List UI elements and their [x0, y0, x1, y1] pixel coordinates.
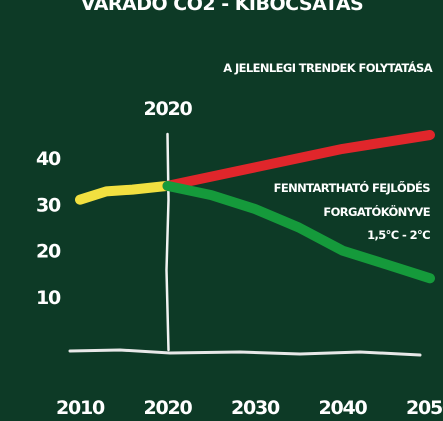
- x-tick-label: 2030: [231, 397, 280, 419]
- historical-emissions-line: [75, 180, 173, 205]
- marker-label-2020: 2020: [143, 98, 192, 120]
- trend-annotation: A JELENLEGI TRENDEK FOLYTATÁSA: [223, 60, 432, 75]
- x-tick-label: 2020: [143, 397, 192, 419]
- sustainable-annotation-line: 1,5°C - 2°C: [367, 228, 430, 242]
- x-tick-label: 2050: [406, 397, 443, 419]
- y-tick-label: 10: [36, 287, 61, 309]
- y-tick-label: 40: [36, 148, 61, 170]
- sustainable-annotation-line: FENNTARTHATÓ FEJLŐDÉS: [274, 180, 431, 195]
- y-tick-label: 30: [36, 194, 61, 216]
- series-layer: [75, 130, 435, 284]
- current-trend-line: [162, 130, 435, 191]
- axes-layer: 20204030201020102020203020402050: [36, 98, 443, 419]
- labels-layer: A JELENLEGI TRENDEK FOLYTATÁSA FENNTARTHA…: [223, 60, 433, 242]
- marker-line-2020: [165, 132, 170, 352]
- x-tick-label: 2010: [56, 397, 105, 419]
- sustainable-scenario-line: [162, 180, 435, 284]
- x-axis-line: [68, 348, 422, 357]
- sustainable-annotation-line: FORGATÓKÖNYVE: [323, 204, 430, 219]
- x-tick-label: 2040: [318, 397, 367, 419]
- y-tick-label: 20: [36, 241, 61, 263]
- chart-title: VÁRADÓ CO2 - KIBOCSÁTÁS: [81, 0, 363, 15]
